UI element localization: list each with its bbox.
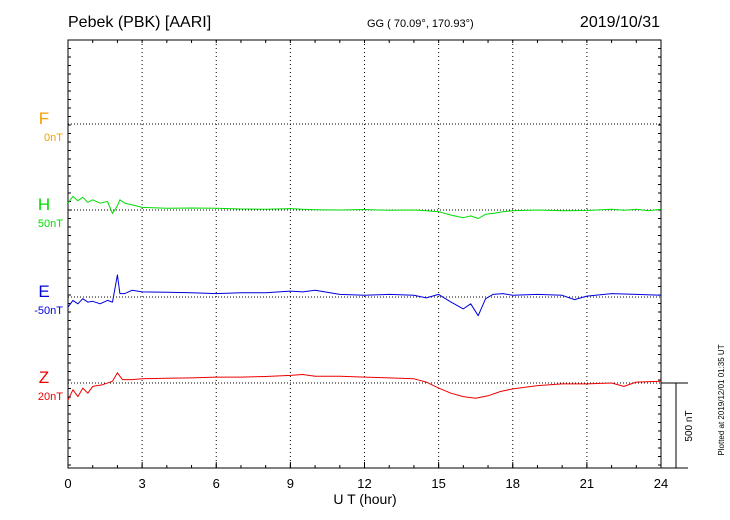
scale-bar-label: 500 nT <box>684 410 695 441</box>
series-line-e <box>67 274 662 317</box>
series-line-h <box>67 195 662 219</box>
series-name-z: Z <box>39 368 49 387</box>
x-axis-label: U T (hour) <box>333 491 396 507</box>
series-baseline-z: 20nT <box>38 391 63 403</box>
series-name-h: H <box>38 195 50 214</box>
series-baseline-h: 50nT <box>38 218 63 230</box>
station-title: Pebek (PBK) [AARI] <box>68 14 211 31</box>
series-line-z <box>67 372 662 401</box>
series-name-f: F <box>39 109 49 128</box>
series-baseline-f: 0nT <box>44 132 63 144</box>
x-tick-label: 18 <box>506 476 520 491</box>
x-tick-label: 24 <box>654 476 668 491</box>
station-coords: GG ( 70.09°, 170.93°) <box>367 18 474 30</box>
x-tick-label: 3 <box>139 476 146 491</box>
x-tick-label: 0 <box>64 476 71 491</box>
series-name-e: E <box>38 282 49 301</box>
x-tick-label: 15 <box>431 476 445 491</box>
x-tick-label: 12 <box>357 476 371 491</box>
series-baseline-e: -50nT <box>34 305 63 317</box>
x-tick-label: 9 <box>287 476 294 491</box>
x-tick-label: 21 <box>580 476 594 491</box>
x-tick-label: 6 <box>213 476 220 491</box>
plotted-at-note: Plotted at 2019/12/01 01:35 UT <box>717 344 726 455</box>
scale-bar: 500 nT <box>661 382 695 469</box>
chart-date: 2019/10/31 <box>580 14 660 31</box>
